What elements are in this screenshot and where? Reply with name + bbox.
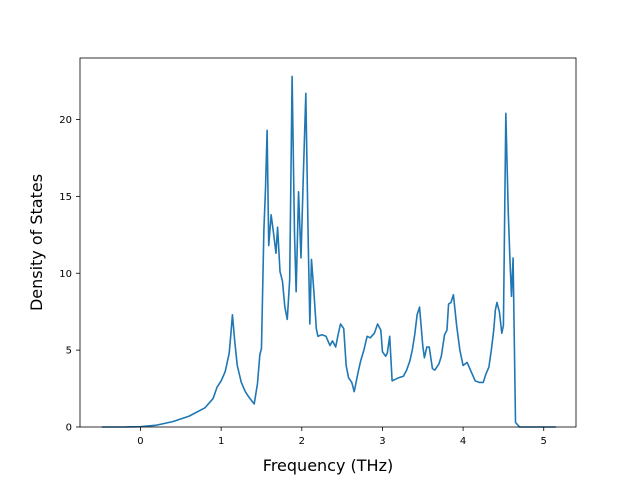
y-tick-label: 0 xyxy=(66,423,72,434)
y-tick-label: 15 xyxy=(59,192,72,203)
axes-frame xyxy=(79,57,577,428)
y-axis-label: Density of States xyxy=(27,174,46,311)
x-tick-label: 1 xyxy=(218,436,224,447)
y-axis-ticks: 0 5 10 15 20 xyxy=(59,115,80,434)
x-tick-label: 3 xyxy=(379,436,385,447)
plot-area xyxy=(101,75,556,428)
x-axis-ticks: 0 1 2 3 4 5 xyxy=(137,427,547,447)
x-tick-label: 0 xyxy=(137,436,143,447)
x-tick-label: 2 xyxy=(299,436,305,447)
y-tick-label: 5 xyxy=(66,346,72,357)
x-axis-label: Frequency (THz) xyxy=(263,456,393,475)
dos-series-line xyxy=(101,75,556,428)
x-tick-label: 4 xyxy=(460,436,466,447)
x-tick-label: 5 xyxy=(541,436,547,447)
y-tick-label: 20 xyxy=(59,115,72,126)
y-tick-label: 10 xyxy=(59,269,72,280)
